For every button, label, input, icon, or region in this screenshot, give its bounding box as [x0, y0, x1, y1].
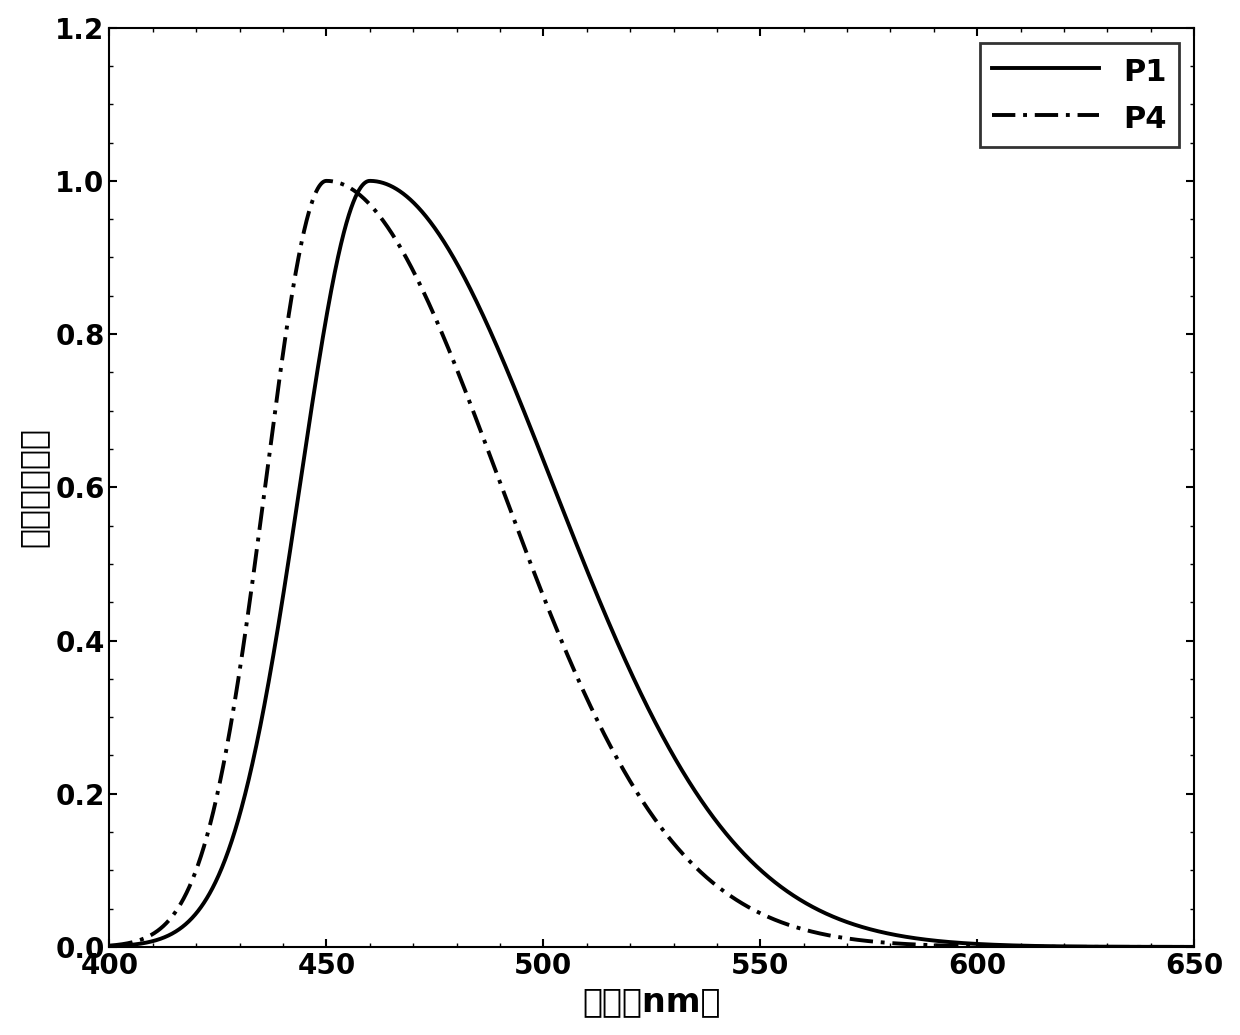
- P1: [226, 830, 241, 842]
- P4: [290, 257, 305, 269]
- P1: [1049, 940, 1064, 952]
- P4: [102, 940, 117, 952]
- P1: [1166, 941, 1180, 953]
- Line: P1: P1: [109, 181, 1194, 947]
- Line: P4: P4: [109, 181, 1194, 947]
- P4: [1166, 941, 1180, 953]
- P1: [518, 410, 533, 422]
- P1: [1187, 941, 1202, 953]
- P1: [102, 940, 117, 952]
- Y-axis label: 光致发光强度: 光致发光强度: [16, 427, 50, 548]
- P4: [1187, 941, 1202, 953]
- P4: [518, 544, 533, 557]
- P4: [1049, 941, 1064, 953]
- Legend: P1, P4: P1, P4: [980, 42, 1179, 147]
- P4: [565, 661, 580, 674]
- P1: [362, 175, 377, 187]
- P1: [290, 495, 305, 507]
- P4: [319, 175, 334, 187]
- P1: [565, 529, 580, 541]
- X-axis label: 波长（nm）: 波长（nm）: [583, 985, 722, 1018]
- P4: [226, 705, 241, 717]
